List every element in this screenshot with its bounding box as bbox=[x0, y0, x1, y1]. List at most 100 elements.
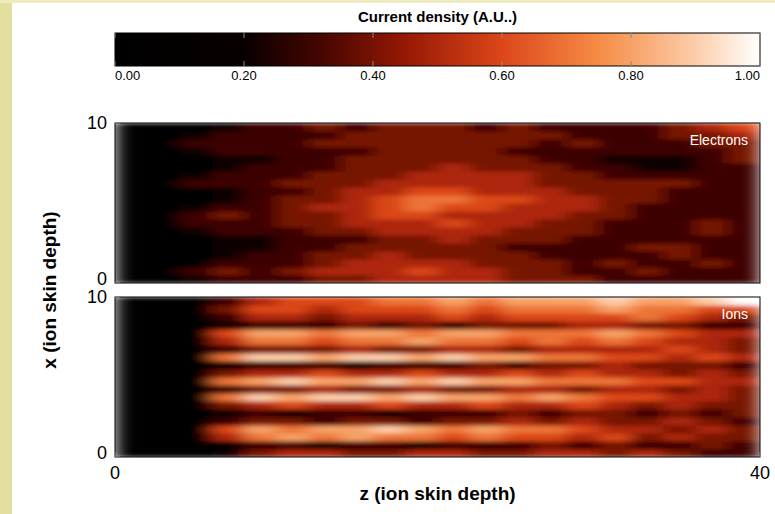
heatmap-cell bbox=[212, 275, 245, 283]
heatmap-cell bbox=[502, 369, 535, 378]
heatmap-cell bbox=[373, 195, 406, 204]
heatmap-cell bbox=[309, 313, 342, 322]
heatmap-cell bbox=[599, 171, 632, 180]
heatmap-cell bbox=[309, 401, 342, 410]
heatmap-cell bbox=[244, 345, 277, 354]
heatmap-cell bbox=[244, 329, 277, 338]
heatmap-cell bbox=[212, 369, 245, 378]
heatmap-cell bbox=[244, 353, 277, 362]
heatmap-cell bbox=[438, 361, 471, 370]
heatmap-cell bbox=[244, 385, 277, 394]
heatmap-cell bbox=[244, 187, 277, 196]
heatmap-cell bbox=[631, 337, 664, 346]
heatmap-cell bbox=[663, 329, 696, 338]
heatmap-cell bbox=[438, 203, 471, 212]
heatmap-cell bbox=[502, 235, 535, 244]
heatmap-cell bbox=[244, 131, 277, 140]
heatmap-cell bbox=[696, 385, 729, 394]
heatmap-cell bbox=[147, 297, 180, 306]
heatmap-cell bbox=[405, 227, 438, 236]
heatmap-cell bbox=[405, 155, 438, 164]
heatmap-cell bbox=[534, 449, 567, 457]
heatmap-cell bbox=[631, 393, 664, 402]
heatmap-cell bbox=[309, 369, 342, 378]
heatmap-cell bbox=[244, 251, 277, 260]
heatmap-cell bbox=[438, 305, 471, 314]
heatmap-cell bbox=[663, 147, 696, 156]
heatmap-cell bbox=[470, 163, 503, 172]
heatmap-cell bbox=[567, 123, 600, 132]
heatmap-cell bbox=[147, 449, 180, 457]
heatmap-cell bbox=[438, 131, 471, 140]
heatmap-cell bbox=[696, 393, 729, 402]
heatmap-cell bbox=[373, 305, 406, 314]
heatmap-cell bbox=[212, 235, 245, 244]
heatmap-cell bbox=[405, 441, 438, 450]
heatmap-cell bbox=[180, 369, 213, 378]
heatmap-cell bbox=[696, 163, 729, 172]
heatmap-cell bbox=[728, 275, 760, 283]
heatmap-cell bbox=[631, 361, 664, 370]
heatmap-cell bbox=[502, 449, 535, 457]
heatmap-cell bbox=[631, 409, 664, 418]
heatmap-cell bbox=[502, 361, 535, 370]
heatmap-cell bbox=[599, 321, 632, 330]
colorbar-tick-label: 1.00 bbox=[735, 68, 760, 83]
y-tick bbox=[115, 457, 120, 458]
heatmap-cell bbox=[147, 235, 180, 244]
heatmap-cell bbox=[696, 275, 729, 283]
heatmap-cell bbox=[599, 393, 632, 402]
heatmap-cell bbox=[631, 385, 664, 394]
heatmap-cell bbox=[276, 369, 309, 378]
heatmap-cell bbox=[470, 131, 503, 140]
heatmap-cell bbox=[309, 321, 342, 330]
heatmap-cell bbox=[599, 139, 632, 148]
heatmap-cell bbox=[696, 441, 729, 450]
heatmap-cell bbox=[180, 227, 213, 236]
heatmap-cell bbox=[373, 385, 406, 394]
heatmap-cell bbox=[696, 377, 729, 386]
heatmap-cell bbox=[180, 377, 213, 386]
heatmap-cell bbox=[534, 251, 567, 260]
heatmap-cell bbox=[438, 313, 471, 322]
heatmap-cell bbox=[180, 259, 213, 268]
heatmap-cell bbox=[502, 377, 535, 386]
heatmap-cell bbox=[147, 425, 180, 434]
heatmap-cell bbox=[212, 195, 245, 204]
heatmap-cell bbox=[341, 313, 374, 322]
heatmap-cell bbox=[599, 369, 632, 378]
heatmap-cell bbox=[696, 449, 729, 457]
heatmap-cell bbox=[663, 409, 696, 418]
panel-label: Ions bbox=[722, 306, 748, 322]
heatmap-cell bbox=[599, 377, 632, 386]
heatmap-cell bbox=[470, 417, 503, 426]
plot-frame bbox=[115, 297, 760, 457]
heatmap-cell bbox=[309, 187, 342, 196]
heatmap-cell bbox=[438, 393, 471, 402]
heatmap-cell bbox=[567, 259, 600, 268]
heatmap-cell bbox=[309, 211, 342, 220]
heatmap-cell bbox=[696, 123, 729, 132]
heatmap-cell bbox=[115, 361, 148, 370]
heatmap-cell bbox=[180, 187, 213, 196]
panel-0 bbox=[115, 123, 760, 283]
heatmap-cell bbox=[599, 441, 632, 450]
heatmap-cell bbox=[438, 251, 471, 260]
heatmap-cell bbox=[599, 275, 632, 283]
heatmap-cell bbox=[341, 187, 374, 196]
heatmap-cell bbox=[438, 297, 471, 306]
x-tick bbox=[760, 452, 761, 457]
y-axis-title: x (ion skin depth) bbox=[39, 211, 60, 368]
heatmap-cell bbox=[438, 441, 471, 450]
heatmap-cell bbox=[502, 139, 535, 148]
heatmap-cell bbox=[438, 329, 471, 338]
heatmap-cell bbox=[244, 123, 277, 132]
heatmap-cell bbox=[212, 297, 245, 306]
heatmap-cell bbox=[631, 305, 664, 314]
heatmap-cell bbox=[244, 267, 277, 276]
colorbar-tick bbox=[502, 61, 503, 66]
heatmap-cell bbox=[341, 385, 374, 394]
heatmap-cell bbox=[696, 321, 729, 330]
heatmap-cell bbox=[341, 147, 374, 156]
heatmap-cell bbox=[341, 353, 374, 362]
